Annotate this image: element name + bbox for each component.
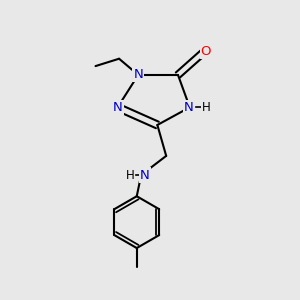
Text: O: O bbox=[201, 45, 211, 58]
Text: N: N bbox=[184, 101, 194, 114]
Text: N: N bbox=[140, 169, 150, 182]
Text: N: N bbox=[133, 68, 143, 81]
Text: H: H bbox=[202, 101, 210, 114]
Text: H: H bbox=[126, 169, 134, 182]
Text: N: N bbox=[113, 101, 122, 114]
